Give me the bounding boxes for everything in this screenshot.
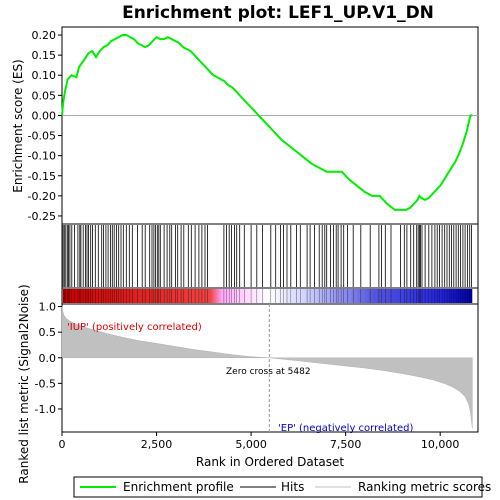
legend-hits-label: Hits bbox=[281, 480, 304, 494]
x-tick-label: 2,500 bbox=[141, 438, 173, 451]
negative-correlation-label: 'EP' (negatively correlated) bbox=[278, 423, 413, 434]
x-tick-label: 7,500 bbox=[330, 438, 362, 451]
enrichment-profile-line bbox=[61, 34, 473, 211]
hits-panel bbox=[61, 223, 479, 289]
top-y-tick-label: -0.25 bbox=[28, 210, 56, 223]
ranking-color-strip bbox=[61, 287, 479, 305]
top-y-tick-label: 0.15 bbox=[32, 49, 57, 62]
top-y-tick-label: -0.20 bbox=[28, 190, 56, 203]
top-y-tick-label: 0.05 bbox=[32, 89, 57, 102]
top-y-tick-label: 0.20 bbox=[32, 29, 57, 42]
chart-title: Enrichment plot: LEF1_UP.V1_DN bbox=[122, 3, 434, 23]
bottom-y-tick-label: -1.0 bbox=[35, 403, 56, 416]
top-y-tick-label: -0.05 bbox=[28, 130, 56, 143]
hits-panel-frame bbox=[61, 223, 479, 289]
enrichment-score-panel: 0.20 0.15 0.10 0.05 0.00 -0.05 -0.10 -0.15 -0.20… bbox=[11, 26, 479, 225]
hit-markers bbox=[62, 225, 473, 287]
bottom-y-axis-label: Ranked list metric (Signal2Noise) bbox=[17, 284, 31, 483]
top-y-tick-label: 0.10 bbox=[32, 69, 57, 82]
strip-hit-lines bbox=[62, 289, 472, 303]
legend-frame bbox=[73, 476, 483, 498]
zero-cross-label: Zero cross at 5482 bbox=[226, 367, 311, 377]
ranking-metric-area bbox=[61, 306, 473, 429]
x-tick-label: 10,000 bbox=[421, 438, 460, 451]
legend: Enrichment profile Hits Ranking metric s… bbox=[73, 476, 491, 498]
x-axis: 0 2,500 5,000 7,500 10,000 bbox=[59, 432, 460, 451]
x-tick-label: 5,000 bbox=[235, 438, 267, 451]
x-axis-label: Rank in Ordered Dataset bbox=[196, 455, 344, 469]
legend-enrichment-label: Enrichment profile bbox=[123, 480, 234, 494]
positive-correlation-label: 'IUP' (positively correlated) bbox=[67, 322, 202, 333]
legend-ranking-label: Ranking metric scores bbox=[358, 480, 491, 494]
bottom-y-tick-label: 0.5 bbox=[39, 326, 57, 339]
ranking-metric-panel: 1.0 0.5 0.0 -0.5 -1.0 'IUP' (positively corr… bbox=[17, 284, 479, 484]
top-y-axis-label: Enrichment score (ES) bbox=[11, 59, 25, 192]
top-y-tick-label: -0.10 bbox=[28, 150, 56, 163]
top-panel-frame bbox=[61, 26, 479, 225]
top-y-tick-label: -0.15 bbox=[28, 170, 56, 183]
top-y-tick-label: 0.00 bbox=[32, 109, 57, 122]
bottom-y-axis: 1.0 0.5 0.0 -0.5 -1.0 bbox=[35, 301, 62, 416]
bottom-y-tick-label: 1.0 bbox=[39, 301, 57, 314]
bottom-y-tick-label: -0.5 bbox=[35, 377, 56, 390]
bottom-y-tick-label: 0.0 bbox=[39, 352, 57, 365]
x-tick-label: 0 bbox=[59, 438, 66, 451]
top-y-axis: 0.20 0.15 0.10 0.05 0.00 -0.05 -0.10 -0.15 -0.20… bbox=[28, 29, 62, 223]
